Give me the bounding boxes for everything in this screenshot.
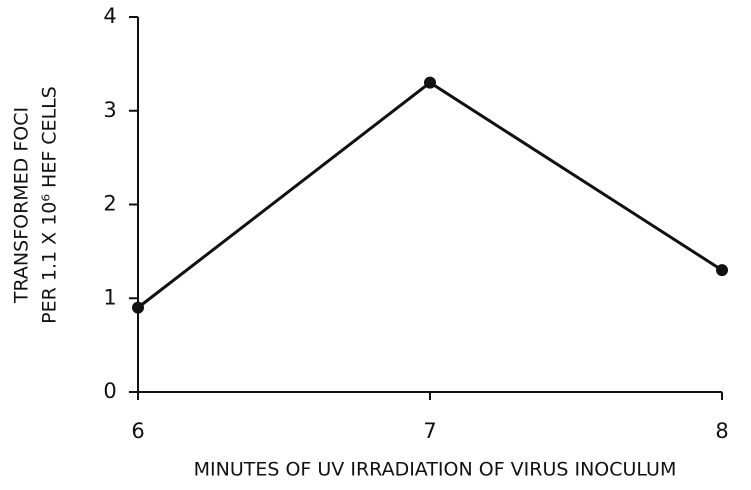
y-tick-label: 2 [103,192,116,216]
x-tick-label: 8 [715,419,728,443]
y-axis-label: PER 1.1 X 10⁶ HEF CELLS [39,86,61,324]
y-tick-label: 1 [103,285,116,309]
x-tick-label: 6 [131,419,144,443]
line [137,80,723,309]
x-tick-label: 7 [423,419,436,443]
y-tick-label: 0 [103,379,116,403]
point [716,264,728,277]
y-tick-label: 4 [103,4,116,28]
y-axis-label: TRANSFORMED FOCI [11,107,33,304]
y-tick-label: 3 [103,98,116,122]
x-axis-label: MINUTES OF UV IRRADIATION OF VIRUS INOCU… [194,459,677,481]
point [132,301,144,314]
point [424,76,436,89]
